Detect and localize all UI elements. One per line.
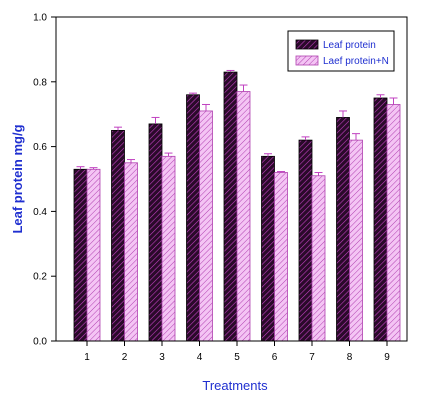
plot-frame (55, 16, 408, 342)
legend-swatch-leaf-protein (295, 39, 319, 50)
x-tick-label: 2 (122, 352, 128, 363)
x-tick-label: 1 (84, 352, 90, 363)
bar-leaf-protein-5 (223, 71, 238, 342)
y-axis-title: Leaf protein mg/g (10, 124, 25, 233)
legend-label-leaf-protein-n: Laef protein+N (323, 56, 389, 67)
x-tick-label: 4 (197, 352, 203, 363)
y-tick-label: 0.0 (33, 337, 47, 348)
legend: Leaf protein Laef protein+N (287, 30, 395, 72)
x-tick-label: 8 (347, 352, 353, 363)
bar-leaf-protein-9 (373, 97, 388, 342)
bar-leaf-protein-n-3 (161, 155, 176, 342)
bar-leaf-protein-8 (336, 117, 350, 342)
y-tick-label: 0.8 (33, 77, 47, 88)
bar-leaf-protein-2 (111, 129, 125, 342)
y-tick-label: 0.6 (33, 142, 47, 153)
x-tick-label: 9 (384, 352, 390, 363)
bar-leaf-protein-3 (148, 123, 163, 342)
legend-label-leaf-protein: Leaf protein (323, 40, 376, 51)
bar-leaf-protein-1 (73, 168, 88, 342)
bar-leaf-protein-n-9 (386, 104, 401, 342)
bar-leaf-protein-n-2 (124, 162, 138, 342)
bars (73, 71, 401, 342)
x-tick-label: 6 (272, 352, 278, 363)
error-bars (76, 69, 398, 176)
y-tick-label: 0.4 (33, 207, 47, 218)
bar-leaf-protein-n-8 (349, 139, 363, 342)
x-tick-label: 3 (159, 352, 165, 363)
y-tick-label: 0.2 (33, 272, 47, 283)
x-tick-label: 5 (234, 352, 240, 363)
bar-leaf-protein-4 (186, 94, 200, 342)
x-tick-label: 7 (309, 352, 315, 363)
x-axis-ticks: 1 2 3 4 5 6 7 8 9 (84, 341, 390, 363)
bar-leaf-protein-n-5 (236, 91, 251, 342)
x-axis-title: Treatments (202, 378, 268, 393)
y-tick-label: 1.0 (33, 13, 47, 24)
bar-leaf-protein-7 (298, 139, 313, 342)
legend-swatch-leaf-protein-n (295, 55, 319, 66)
bar-leaf-protein-6 (261, 155, 275, 342)
bar-leaf-protein-n-4 (199, 110, 213, 342)
bar-leaf-protein-n-6 (274, 172, 288, 342)
y-axis-ticks: 0.0 0.2 0.4 0.6 0.8 1.0 (33, 13, 56, 348)
bar-leaf-protein-n-1 (86, 168, 101, 342)
bar-leaf-protein-n-7 (311, 175, 326, 342)
